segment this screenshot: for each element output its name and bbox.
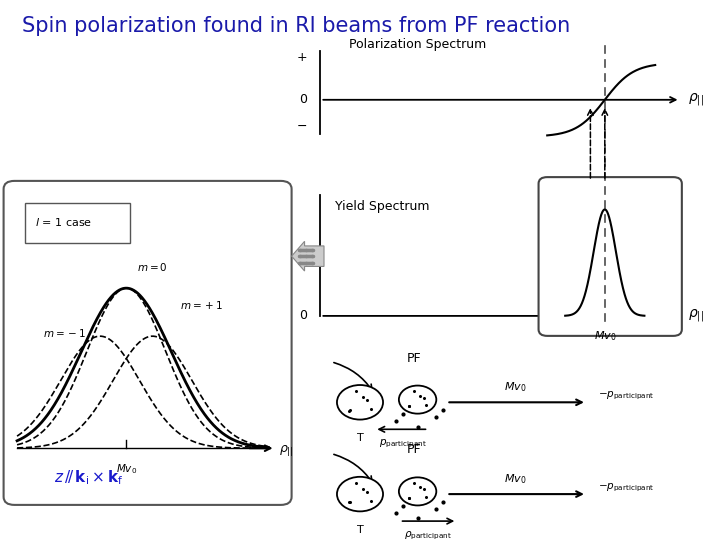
Text: $Mv_0$: $Mv_0$ [593, 329, 616, 343]
Text: $Mv_0$: $Mv_0$ [503, 472, 526, 486]
FancyBboxPatch shape [539, 177, 682, 336]
Text: PF: PF [407, 352, 421, 365]
Text: Spin polarization found in RI beams from PF reaction: Spin polarization found in RI beams from… [22, 16, 570, 36]
Text: $m = 0$: $m = 0$ [137, 261, 168, 273]
Text: Yield Spectrum: Yield Spectrum [335, 200, 429, 213]
Text: T: T [356, 525, 364, 535]
Text: −: − [297, 120, 307, 133]
Text: Polarization Spectrum: Polarization Spectrum [349, 38, 487, 51]
Text: 0: 0 [300, 309, 307, 322]
FancyBboxPatch shape [4, 181, 292, 505]
Circle shape [399, 477, 436, 505]
FancyArrow shape [292, 241, 324, 271]
Text: $\rho_{||}$: $\rho_{||}$ [279, 443, 294, 458]
Text: $m = -1$: $m = -1$ [43, 327, 86, 339]
Text: $p_\mathrm{participant}$: $p_\mathrm{participant}$ [379, 437, 427, 450]
Circle shape [399, 386, 436, 414]
Text: T: T [356, 433, 364, 443]
Text: $\rho_{||}$: $\rho_{||}$ [688, 91, 703, 108]
Text: $Mv_0$: $Mv_0$ [116, 462, 137, 476]
Text: $-p_\mathrm{participant}$: $-p_\mathrm{participant}$ [598, 390, 654, 402]
Text: $l$ = 1 case: $l$ = 1 case [35, 217, 91, 228]
Circle shape [337, 477, 383, 511]
Text: $m = +1$: $m = +1$ [180, 299, 223, 311]
FancyBboxPatch shape [25, 202, 130, 243]
Text: $\rho_\mathrm{participant}$: $\rho_\mathrm{participant}$ [405, 529, 452, 540]
Text: $Mv_0$: $Mv_0$ [503, 380, 526, 394]
Circle shape [337, 385, 383, 420]
Text: $-p_\mathrm{participant}$: $-p_\mathrm{participant}$ [598, 482, 654, 494]
Text: $z \,/\!/ \,\mathbf{k}_\mathrm{i} \times \mathbf{k}_\mathrm{f}$: $z \,/\!/ \,\mathbf{k}_\mathrm{i} \times… [54, 468, 124, 487]
Text: $\rho_{||}$: $\rho_{||}$ [688, 308, 703, 324]
Text: +: + [297, 51, 307, 64]
Text: PF: PF [407, 443, 421, 456]
Text: 0: 0 [300, 93, 307, 106]
